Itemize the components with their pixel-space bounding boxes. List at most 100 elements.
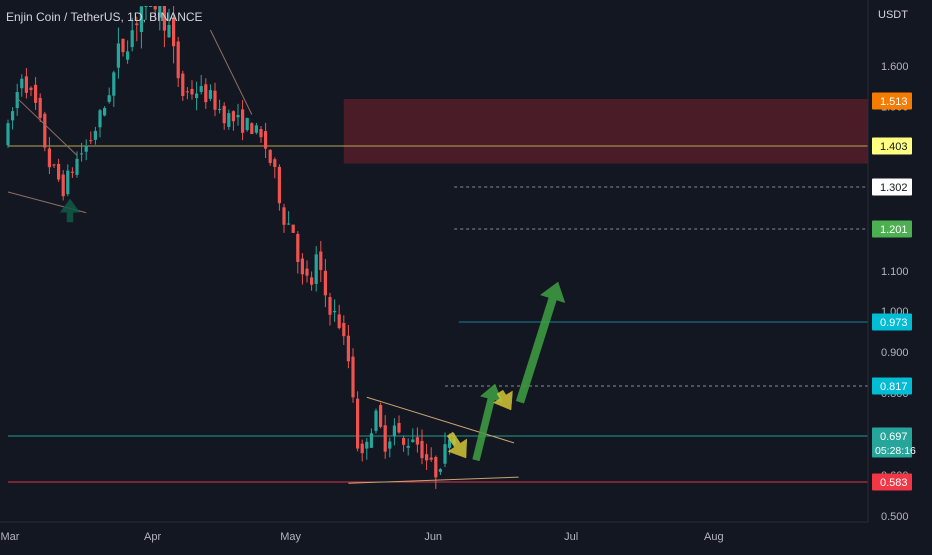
candle-body xyxy=(61,174,65,197)
price-label-bg xyxy=(872,473,912,491)
candle-body xyxy=(374,410,378,431)
candle-body xyxy=(429,457,433,460)
candle-body xyxy=(291,224,295,233)
candle-body xyxy=(388,441,392,449)
candle xyxy=(93,126,97,145)
candle-body xyxy=(356,398,360,449)
candle xyxy=(38,93,42,123)
price-tick-label: 1.600 xyxy=(881,61,909,73)
candle xyxy=(162,6,166,48)
price-axis: 1.6001.5001.1001.0000.9000.8000.6000.500… xyxy=(867,0,916,523)
candle-body xyxy=(300,258,304,275)
candle xyxy=(259,126,263,143)
candle xyxy=(29,86,33,97)
candle xyxy=(181,70,185,101)
candle xyxy=(98,108,102,138)
candle xyxy=(218,99,222,114)
candle-body xyxy=(112,72,116,96)
candle-body xyxy=(383,425,387,452)
candle xyxy=(103,106,107,117)
candle xyxy=(420,429,424,465)
candle xyxy=(144,6,148,21)
candle-body xyxy=(365,441,369,449)
candle-body xyxy=(24,76,28,93)
arrow-up-green xyxy=(59,198,81,223)
candle-body xyxy=(227,113,231,127)
candle xyxy=(319,240,323,282)
price-label-text: 1.403 xyxy=(880,141,908,153)
candle xyxy=(80,142,84,162)
candle-body xyxy=(126,51,130,60)
candle-body xyxy=(75,158,79,175)
candle-body xyxy=(264,131,268,149)
candle-body xyxy=(245,118,249,131)
candle xyxy=(167,8,171,38)
candle xyxy=(245,117,249,132)
candle-body xyxy=(241,109,245,133)
candle xyxy=(425,443,429,470)
candle xyxy=(429,447,433,462)
candle-body xyxy=(103,108,107,116)
candle-body xyxy=(392,425,396,437)
candle xyxy=(89,131,93,145)
time-tick-label: Mar xyxy=(1,531,20,543)
candle-body xyxy=(139,6,143,33)
candle xyxy=(356,391,360,452)
candle-body xyxy=(195,93,199,99)
candle-body xyxy=(296,233,300,263)
time-tick-label: Aug xyxy=(704,531,724,543)
candle xyxy=(158,6,162,31)
candle xyxy=(70,167,74,178)
candle xyxy=(52,163,56,169)
price-tick-label: 0.900 xyxy=(881,347,909,359)
candle xyxy=(130,17,134,52)
triangle-upper-line xyxy=(366,396,515,444)
candle xyxy=(185,87,189,100)
price-label-bg xyxy=(872,377,912,395)
candle xyxy=(402,435,406,452)
price-label-1-302: 1.302 xyxy=(872,178,912,196)
candle xyxy=(61,170,65,201)
price-label-bg xyxy=(872,220,912,238)
candle xyxy=(75,151,79,178)
candle xyxy=(254,123,258,135)
resistance-zone xyxy=(343,98,868,164)
candle xyxy=(397,415,401,434)
candle-body xyxy=(415,437,419,445)
candle xyxy=(392,418,396,446)
candle xyxy=(337,304,341,330)
arrow-down-yellow xyxy=(446,431,468,459)
candle xyxy=(139,6,143,49)
candle-body xyxy=(282,207,286,225)
triangle-lower-line xyxy=(348,476,519,484)
price-tick-label: 1.100 xyxy=(881,266,909,278)
price-label-1-201: 1.201 xyxy=(872,220,912,238)
candle-body xyxy=(70,171,74,173)
candle-body xyxy=(199,86,203,92)
candle-body xyxy=(98,110,102,128)
candle xyxy=(34,77,38,110)
candle xyxy=(296,231,300,274)
candle-body xyxy=(406,445,410,448)
candle-body xyxy=(185,91,189,93)
price-label-bg xyxy=(872,427,912,458)
candle xyxy=(406,438,410,456)
candle xyxy=(383,415,387,459)
candle xyxy=(369,428,373,449)
time-tick-label: May xyxy=(280,531,301,543)
candle xyxy=(231,110,235,131)
candle xyxy=(264,122,268,159)
price-label-0-817: 0.817 xyxy=(872,377,912,395)
candle-body xyxy=(84,145,88,152)
candle xyxy=(204,78,208,109)
candle-body xyxy=(29,87,33,90)
price-label-bg xyxy=(872,313,912,331)
candle xyxy=(323,258,327,308)
candle xyxy=(273,157,277,179)
candle xyxy=(236,103,240,126)
candle-body xyxy=(305,268,309,276)
candle-body xyxy=(360,443,364,454)
price-label-text: 0.817 xyxy=(880,381,908,393)
